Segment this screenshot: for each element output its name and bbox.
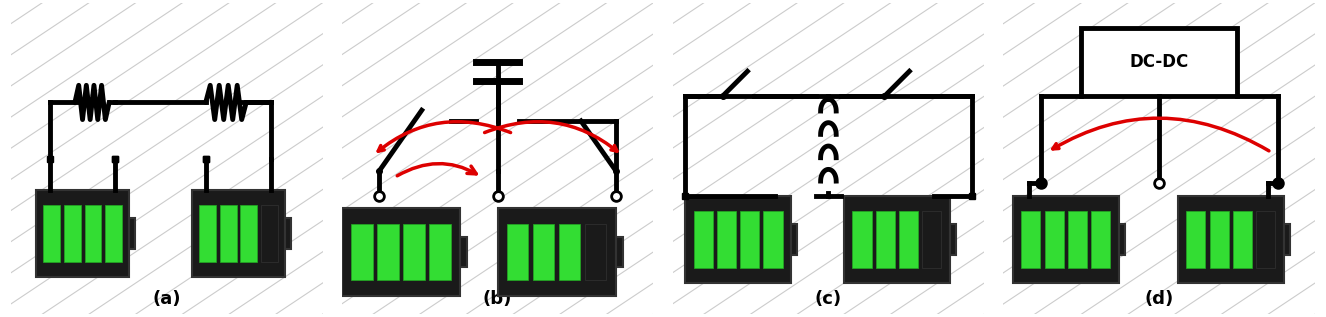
- Bar: [693, 211, 712, 268]
- Bar: [1119, 224, 1124, 255]
- Bar: [1013, 196, 1119, 283]
- Bar: [507, 223, 528, 280]
- Bar: [1045, 211, 1063, 268]
- Bar: [220, 205, 236, 262]
- Bar: [533, 223, 554, 280]
- Bar: [1091, 211, 1110, 268]
- Bar: [686, 196, 792, 283]
- Bar: [764, 211, 782, 268]
- Bar: [585, 223, 606, 280]
- FancyBboxPatch shape: [1081, 28, 1237, 96]
- Bar: [44, 205, 60, 262]
- Text: (d): (d): [1144, 290, 1174, 308]
- Bar: [1284, 224, 1290, 255]
- Bar: [843, 196, 949, 283]
- Bar: [1177, 196, 1284, 283]
- Bar: [199, 205, 216, 262]
- Bar: [105, 205, 122, 262]
- Bar: [899, 211, 918, 268]
- Bar: [560, 223, 581, 280]
- Bar: [1187, 211, 1205, 268]
- Bar: [949, 224, 956, 255]
- Bar: [853, 211, 871, 268]
- Bar: [792, 224, 797, 255]
- Bar: [285, 218, 290, 249]
- Bar: [36, 190, 130, 277]
- Bar: [717, 211, 736, 268]
- Bar: [64, 205, 81, 262]
- Bar: [130, 218, 135, 249]
- Bar: [85, 205, 101, 262]
- Text: (a): (a): [152, 290, 182, 308]
- Bar: [430, 223, 451, 280]
- Bar: [240, 205, 257, 262]
- Text: DC-DC: DC-DC: [1130, 53, 1189, 71]
- Bar: [342, 208, 460, 295]
- Bar: [460, 237, 467, 267]
- Bar: [351, 223, 373, 280]
- FancyArrowPatch shape: [398, 164, 476, 176]
- Text: (c): (c): [815, 290, 842, 308]
- Bar: [497, 208, 617, 295]
- Bar: [740, 211, 760, 268]
- Bar: [1233, 211, 1252, 268]
- Bar: [403, 223, 424, 280]
- Bar: [923, 211, 941, 268]
- Bar: [378, 223, 399, 280]
- Bar: [1021, 211, 1041, 268]
- Bar: [1067, 211, 1087, 268]
- Bar: [192, 190, 285, 277]
- Bar: [617, 237, 623, 267]
- Text: (b): (b): [483, 290, 512, 308]
- Bar: [1256, 211, 1276, 268]
- Bar: [261, 205, 277, 262]
- Bar: [875, 211, 895, 268]
- Bar: [1209, 211, 1229, 268]
